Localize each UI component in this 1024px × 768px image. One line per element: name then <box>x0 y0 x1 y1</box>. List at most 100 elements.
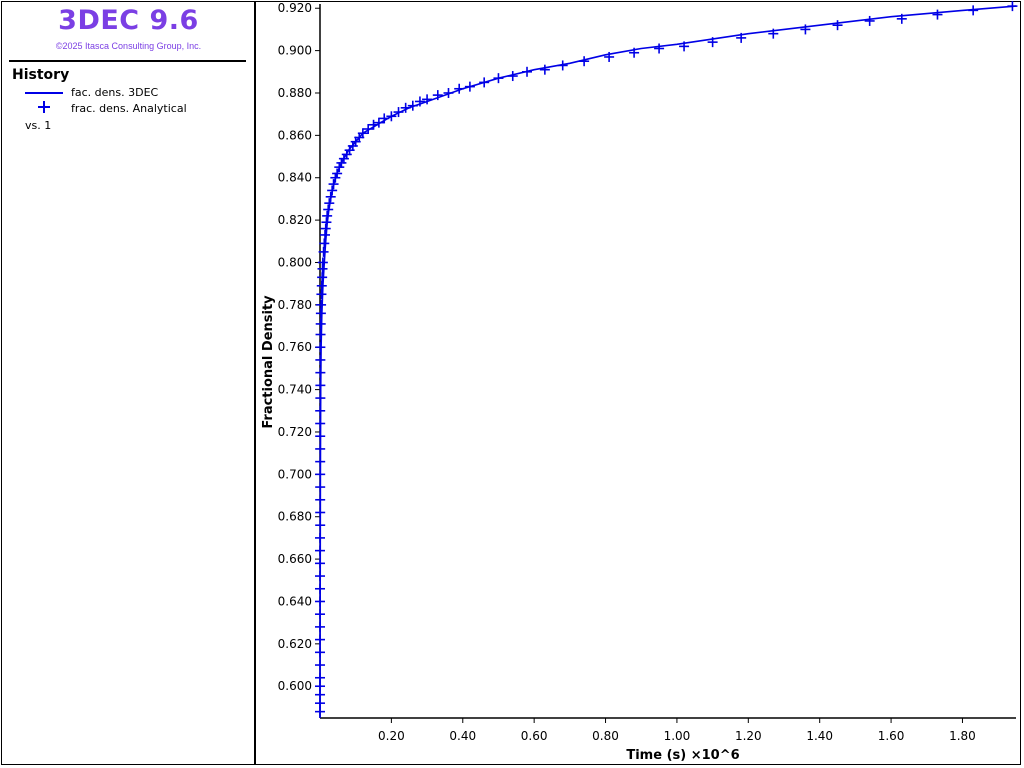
analytical-point <box>407 100 418 111</box>
y-tick-label: 0.840 <box>278 171 312 185</box>
y-tick-label: 0.660 <box>278 552 312 566</box>
x-tick-label: 1.20 <box>735 729 762 743</box>
copyright-notice: ©2025 Itasca Consulting Group, Inc. <box>55 41 202 51</box>
analytical-point <box>315 405 326 416</box>
x-tick-label: 1.00 <box>664 729 691 743</box>
analytical-point <box>328 179 339 190</box>
x-tick-label: 0.80 <box>592 729 619 743</box>
plus-marker-icon <box>38 101 50 113</box>
analytical-point <box>315 545 325 556</box>
analytical-point <box>363 124 374 135</box>
analytical-point <box>315 456 326 467</box>
analytical-point <box>323 204 334 215</box>
analytical-point <box>800 24 811 35</box>
analytical-point <box>315 431 326 442</box>
analytical-point <box>832 20 843 31</box>
analytical-point <box>315 507 326 518</box>
analytical-point <box>325 191 336 202</box>
analytical-point <box>315 609 325 620</box>
analytical-point <box>315 681 325 692</box>
analytical-point <box>315 380 326 391</box>
analytical-point <box>327 185 338 196</box>
analytical-point <box>315 706 325 717</box>
analytical-point <box>315 621 325 632</box>
analytical-point <box>330 172 341 183</box>
legend-item-3dec: fac. dens. 3DEC <box>71 86 159 99</box>
analytical-point <box>414 96 425 107</box>
analytical-point <box>454 83 465 94</box>
analytical-point <box>315 660 325 671</box>
analytical-point <box>557 60 568 71</box>
analytical-point <box>315 393 326 404</box>
analytical-point <box>316 280 327 291</box>
y-tick-label: 0.880 <box>278 86 312 100</box>
analytical-point <box>522 66 533 77</box>
y-tick-label: 0.700 <box>278 467 312 481</box>
analytical-point <box>368 119 379 130</box>
analytical-point <box>357 128 368 139</box>
analytical-point <box>400 102 411 113</box>
analytical-point <box>932 9 943 20</box>
analytical-point <box>629 47 640 58</box>
analytical-point <box>316 299 327 310</box>
analytical-point <box>864 15 875 26</box>
analytical-point <box>539 64 550 75</box>
analytical-point <box>315 418 326 429</box>
analytical-point <box>315 647 325 658</box>
analytical-point <box>315 469 326 480</box>
analytical-point <box>324 198 335 209</box>
analytical-point <box>432 90 443 101</box>
analytical-point <box>315 571 325 582</box>
y-tick-label: 0.780 <box>278 298 312 312</box>
y-tick-label: 0.920 <box>278 1 312 15</box>
analytical-point <box>707 37 718 48</box>
analytical-point <box>379 113 390 124</box>
analytical-point <box>317 272 328 283</box>
analytical-point <box>896 13 907 24</box>
analytical-point <box>315 367 326 378</box>
analytical-point <box>315 443 326 454</box>
analytical-point <box>443 87 454 98</box>
analytical-point <box>679 41 690 52</box>
x-tick-label: 1.40 <box>806 729 833 743</box>
legend-vs-label: vs. 1 <box>25 119 52 132</box>
analytical-point <box>315 558 325 569</box>
x-tick-label: 1.60 <box>878 729 905 743</box>
analytical-point <box>464 81 475 92</box>
x-tick-label: 0.40 <box>449 729 476 743</box>
analytical-point <box>319 238 330 249</box>
analytical-point <box>315 698 325 709</box>
analytical-point <box>373 117 384 128</box>
analytical-point <box>422 94 433 105</box>
analytical-point <box>493 73 504 84</box>
series-line-3dec <box>319 5 1017 719</box>
line-marker-icon <box>25 92 63 94</box>
analytical-point <box>315 342 326 353</box>
legend-item-analytical: frac. dens. Analytical <box>71 102 187 115</box>
y-tick-label: 0.760 <box>278 340 312 354</box>
analytical-point <box>315 520 326 531</box>
analytical-point <box>315 634 325 645</box>
analytical-point <box>768 28 779 39</box>
analytical-point <box>318 246 329 257</box>
analytical-point <box>315 672 325 683</box>
analytical-point <box>315 308 326 319</box>
analytical-point <box>315 532 325 543</box>
legend-heading: History <box>12 67 70 83</box>
legend-panel: 3DEC 9.6 ©2025 Itasca Consulting Group, … <box>1 1 256 765</box>
analytical-point <box>315 494 326 505</box>
analytical-point <box>654 43 665 54</box>
analytical-point <box>315 482 326 493</box>
analytical-point <box>315 689 325 700</box>
y-tick-label: 0.800 <box>278 255 312 269</box>
analytical-point <box>315 583 325 594</box>
y-tick-label: 0.740 <box>278 383 312 397</box>
analytical-point <box>507 71 518 82</box>
analytical-point <box>322 210 333 221</box>
y-tick-label: 0.620 <box>278 637 312 651</box>
analytical-point <box>386 111 397 122</box>
analytical-point <box>332 168 343 179</box>
x-axis-title: Time (s) ×10^6 <box>626 748 739 763</box>
analytical-point <box>315 596 325 607</box>
